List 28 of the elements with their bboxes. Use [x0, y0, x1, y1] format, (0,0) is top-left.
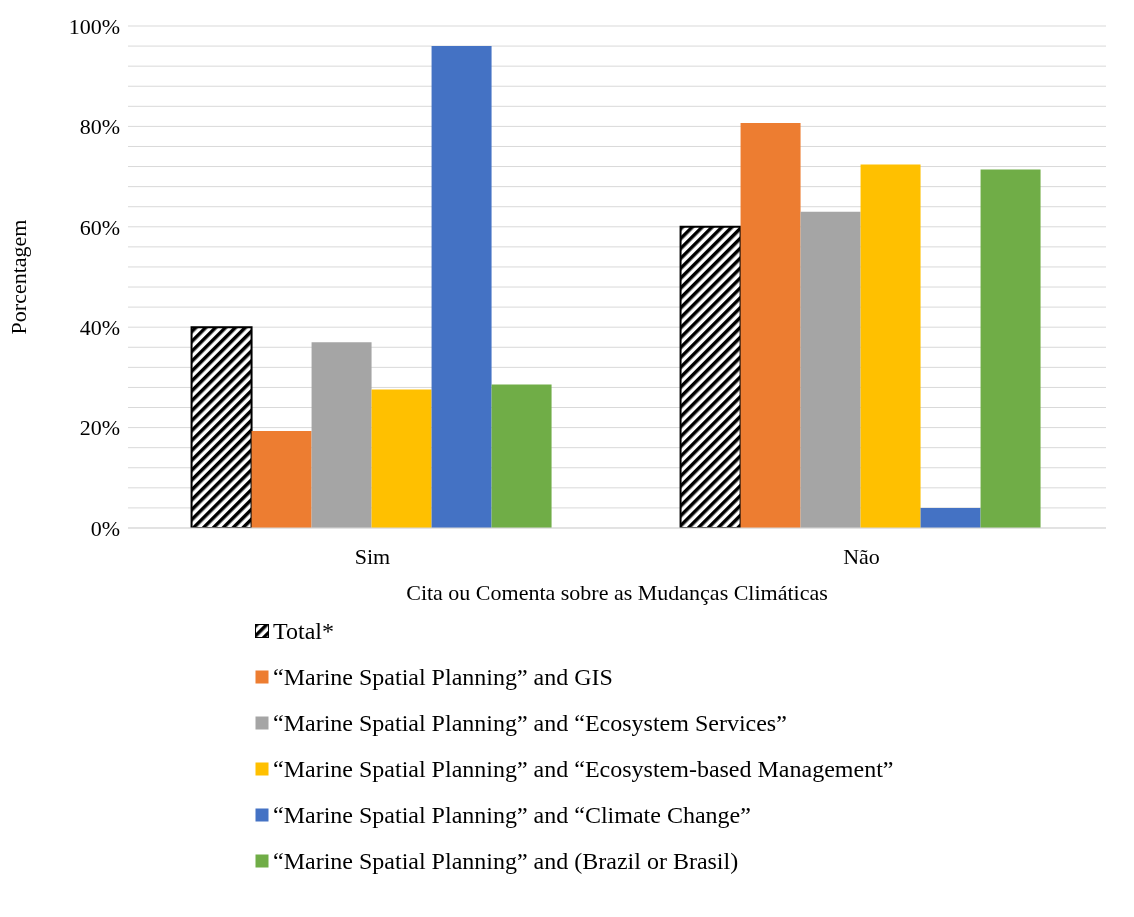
bar [860, 164, 921, 528]
legend-label: “Marine Spatial Planning” and GIS [273, 663, 613, 691]
bar [920, 507, 981, 528]
bar [800, 211, 861, 528]
legend-label: Total* [273, 617, 334, 645]
y-tick-label: 100% [68, 13, 120, 39]
legend-label: “Marine Spatial Planning” and “Ecosystem-based Management” [273, 755, 894, 783]
legend-label: “Marine Spatial Planning” and “Climate Change” [273, 801, 751, 829]
x-tick-label: Não [843, 543, 880, 569]
x-axis-title: Cita ou Comenta sobre as Mudanças Climáticas [406, 580, 828, 605]
y-tick-label: 40% [79, 315, 120, 341]
bar [311, 342, 372, 528]
y-axis-title: Porcentagem [5, 219, 31, 335]
bar [491, 384, 552, 528]
bar [679, 225, 742, 528]
y-tick-label: 60% [79, 214, 120, 240]
legend-label: “Marine Spatial Planning” and (Brazil or Brasil) [273, 847, 739, 875]
y-tick-label: 80% [79, 114, 120, 140]
y-tick-label: 0% [90, 515, 120, 541]
bar [251, 431, 312, 528]
bar [980, 169, 1041, 528]
y-tick-label: 20% [79, 415, 120, 441]
bar [431, 46, 492, 528]
legend-label: “Marine Spatial Planning” and “Ecosystem Services” [273, 709, 787, 737]
bar [371, 389, 432, 528]
x-tick-label: Sim [354, 543, 391, 569]
bar [190, 326, 253, 528]
bar [740, 122, 801, 528]
